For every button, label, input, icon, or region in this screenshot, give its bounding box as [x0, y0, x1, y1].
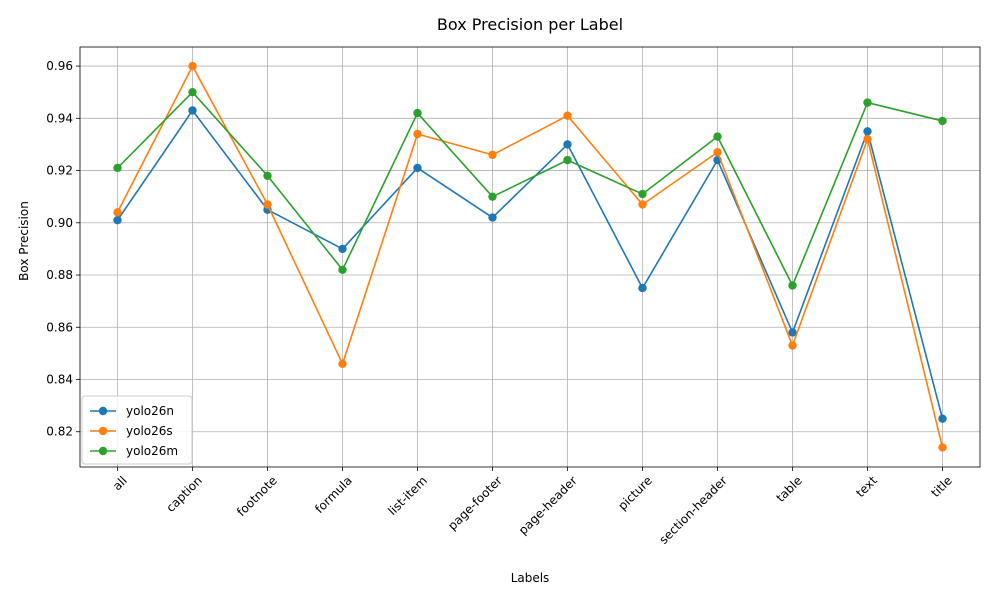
y-tick-label: 0.84	[46, 373, 73, 387]
data-point	[488, 150, 497, 160]
data-point	[638, 200, 647, 209]
data-point	[638, 283, 647, 293]
x-tick-label: page-header	[516, 473, 580, 537]
data-point	[563, 155, 572, 165]
legend-label: yolo26m	[126, 444, 178, 458]
data-point	[113, 208, 122, 217]
legend-item: yolo26n	[90, 404, 174, 418]
series-line	[116, 109, 944, 419]
x-tick-label: page-footer	[445, 473, 505, 533]
series-yolo26m	[113, 87, 947, 290]
series-layer	[113, 61, 947, 452]
x-tick-label: text	[853, 473, 880, 500]
series-yolo26n	[113, 106, 947, 423]
grid	[80, 47, 980, 467]
data-point	[788, 281, 797, 290]
data-point	[338, 244, 347, 254]
y-tick-label: 0.88	[46, 268, 73, 282]
data-point	[113, 163, 122, 173]
data-point	[338, 359, 347, 369]
data-point	[938, 443, 947, 452]
legend-swatch-marker	[98, 406, 108, 416]
x-tick-label: section-header	[656, 473, 729, 546]
x-tick-label: caption	[163, 473, 204, 514]
x-tick-label: picture	[615, 473, 655, 513]
data-point	[338, 265, 347, 274]
x-tick-label: all	[110, 473, 130, 493]
data-point	[863, 98, 872, 107]
data-point	[938, 116, 947, 126]
legend: yolo26n yolo26s yolo26m	[81, 395, 193, 465]
x-tick-label: table	[773, 473, 804, 504]
data-point	[413, 108, 422, 118]
data-point	[863, 135, 872, 144]
series-line	[116, 65, 944, 448]
data-point	[413, 163, 422, 173]
series-line	[116, 91, 943, 287]
x-tick-label: list-item	[385, 473, 430, 518]
data-point	[488, 213, 497, 222]
y-tick-label: 0.96	[46, 59, 73, 73]
y-tick-label: 0.92	[46, 164, 73, 178]
data-point	[263, 200, 272, 209]
data-point	[263, 171, 272, 180]
legend-item: yolo26s	[90, 424, 173, 438]
legend-box	[81, 395, 193, 465]
data-point	[563, 140, 572, 149]
data-point	[113, 215, 122, 225]
data-point	[713, 132, 722, 141]
data-point	[863, 127, 872, 136]
data-point	[188, 106, 197, 115]
data-point	[413, 129, 422, 139]
data-point	[788, 328, 797, 337]
data-point	[488, 192, 497, 201]
data-point	[638, 189, 647, 199]
legend-label: yolo26s	[126, 424, 173, 438]
x-tick-label: title	[928, 473, 954, 499]
data-point	[188, 61, 197, 71]
plot-border	[79, 46, 981, 468]
x-tick-label: footnote	[234, 473, 280, 519]
x-axis-label: Labels	[511, 571, 550, 585]
data-point	[563, 111, 572, 120]
x-tick-label: formula	[312, 473, 355, 516]
series-yolo26s	[113, 61, 947, 452]
ticks: all caption footnote formula list-item page-f…	[46, 59, 955, 547]
y-tick-label: 0.86	[46, 320, 73, 334]
data-point	[788, 341, 797, 350]
y-axis-label: Box Precision	[17, 201, 31, 281]
legend-swatch-marker	[98, 446, 108, 456]
legend-label: yolo26n	[126, 404, 174, 418]
y-tick-label: 0.90	[46, 216, 73, 230]
plot-frame	[79, 46, 981, 468]
data-point	[188, 87, 197, 97]
data-point	[938, 414, 947, 423]
chart-title: Box Precision per Label	[437, 15, 623, 34]
legend-swatch-marker	[98, 426, 108, 436]
y-tick-label: 0.94	[46, 111, 73, 125]
legend-item: yolo26m	[90, 444, 178, 458]
data-point	[713, 148, 722, 157]
y-tick-label: 0.82	[46, 425, 73, 439]
